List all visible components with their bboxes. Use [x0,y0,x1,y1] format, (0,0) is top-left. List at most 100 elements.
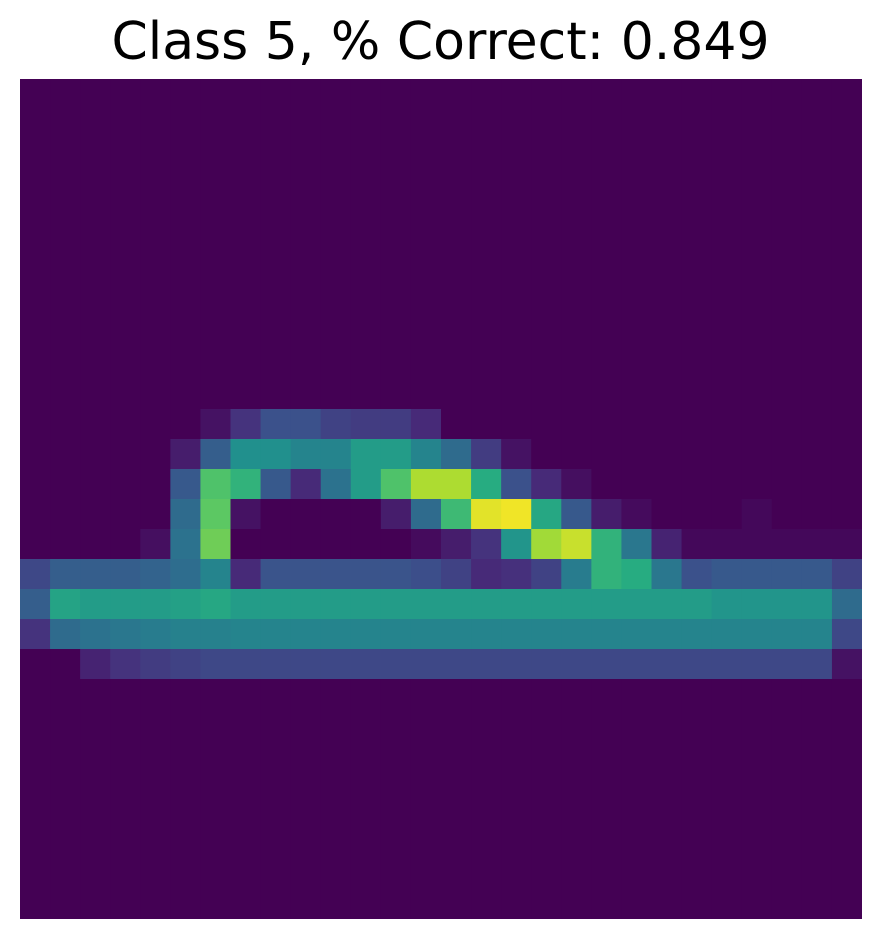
heatmap-cell [831,529,862,560]
heatmap-cell [230,709,262,740]
heatmap-cell [350,469,382,500]
heatmap-cell [591,529,623,560]
heatmap-cell [380,589,412,620]
heatmap-cell [471,709,502,740]
heatmap-cell [320,619,352,650]
heatmap-cell [110,289,141,320]
heatmap-cell [561,589,592,620]
heatmap-cell [50,589,81,620]
heatmap-cell [441,559,472,590]
heatmap-cell [771,199,803,230]
heatmap-cell [441,379,472,410]
heatmap-cell [501,229,532,260]
heatmap-cell [681,829,713,860]
heatmap-cell [350,349,382,380]
heatmap-cell [200,709,232,740]
heatmap-cell [350,169,382,200]
heatmap-cell [561,79,592,110]
heatmap-cell [501,889,532,919]
heatmap-cell [681,139,713,170]
heatmap-cell [771,559,803,590]
heatmap-cell [80,379,111,410]
heatmap-cell [771,409,803,440]
heatmap-cell [471,769,502,800]
heatmap-cell [110,439,141,470]
heatmap-cell [711,799,743,830]
heatmap-cell [110,109,141,140]
heatmap-cell [110,169,141,200]
heatmap-cell [771,259,803,290]
heatmap-cell [200,139,232,170]
heatmap-cell [260,559,292,590]
heatmap-cell [441,199,472,230]
heatmap-cell [140,199,171,230]
heatmap-cell [50,289,81,320]
heatmap-cell [80,289,111,320]
heatmap-cell [20,529,51,560]
heatmap-cell [441,649,472,680]
heatmap-cell [471,829,502,860]
heatmap-cell [501,79,532,110]
heatmap-cell [471,589,502,620]
heatmap-cell [410,109,442,140]
heatmap-cell [531,289,562,320]
heatmap-cell [290,229,322,260]
heatmap-cell [531,259,562,290]
heatmap-cell [380,199,412,230]
heatmap-cell [741,319,773,350]
heatmap-cell [230,109,262,140]
heatmap-cell [831,109,862,140]
heatmap-cell [50,559,81,590]
heatmap-cell [741,529,773,560]
heatmap-cell [290,529,322,560]
heatmap-cell [140,649,171,680]
heatmap-cell [621,649,653,680]
heatmap-cell [380,229,412,260]
heatmap-cell [350,79,382,110]
heatmap-cell [50,199,81,230]
heatmap-cell [531,769,562,800]
heatmap-cell [140,589,171,620]
heatmap-cell [591,499,623,530]
heatmap-cell [230,619,262,650]
heatmap-cell [801,439,833,470]
heatmap-cell [741,109,773,140]
heatmap-cell [621,469,653,500]
heatmap-cell [50,649,81,680]
heatmap-cell [531,649,562,680]
heatmap-cell [561,289,592,320]
heatmap-cell [501,679,532,710]
heatmap-cell [741,679,773,710]
heatmap-cell [410,889,442,919]
heatmap-cell [501,349,532,380]
heatmap-cell [801,709,833,740]
heatmap-cell [831,799,862,830]
heatmap-cell [140,619,171,650]
heatmap-cell [410,289,442,320]
heatmap-cell [801,559,833,590]
heatmap-cell [441,889,472,919]
heatmap-cell [20,859,51,890]
heatmap-cell [170,529,202,560]
heatmap-cell [170,679,202,710]
heatmap-cell [441,469,472,500]
heatmap-cell [711,79,743,110]
heatmap-cell [771,319,803,350]
heatmap-cell [711,709,743,740]
heatmap-cell [20,169,51,200]
heatmap-cell [230,529,262,560]
heatmap-cell [591,409,623,440]
heatmap-cell [501,859,532,890]
heatmap-cell [471,469,502,500]
heatmap-cell [200,169,232,200]
heatmap-cell [711,649,743,680]
heatmap-cell [771,709,803,740]
heatmap-cell [230,199,262,230]
heatmap-cell [471,889,502,919]
heatmap-cell [110,859,141,890]
heatmap-cell [140,379,171,410]
heatmap-cell [260,469,292,500]
heatmap-cell [711,439,743,470]
heatmap-cell [531,829,562,860]
heatmap-cell [531,409,562,440]
